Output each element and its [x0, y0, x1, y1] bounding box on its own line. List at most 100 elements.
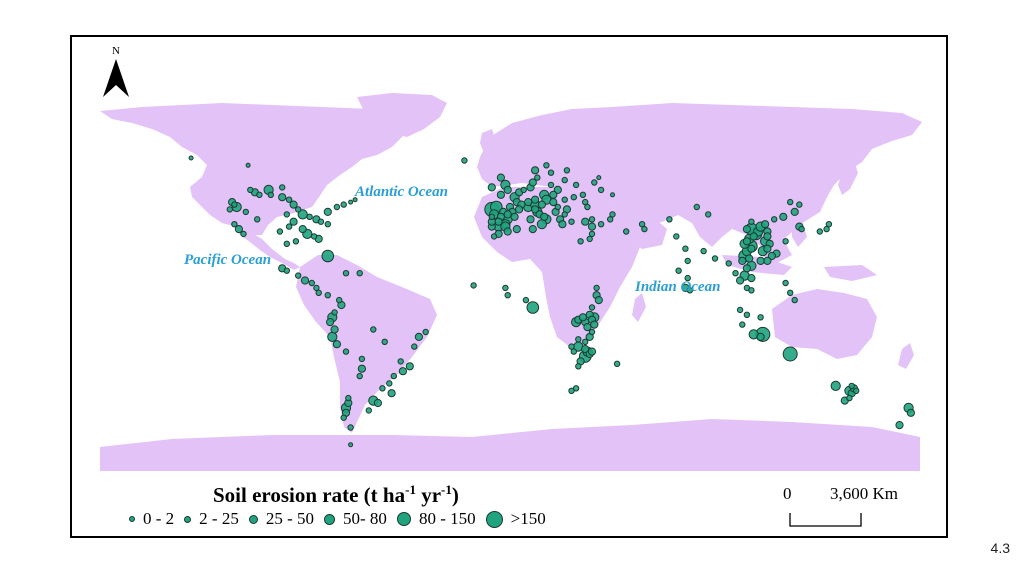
erosion-site-marker: [234, 225, 243, 234]
erosion-site-marker: [487, 183, 496, 192]
erosion-site-marker: [767, 251, 777, 261]
erosion-site-marker: [347, 424, 354, 431]
erosion-site-marker: [554, 203, 561, 211]
erosion-site-marker: [503, 185, 512, 194]
erosion-site-marker: [315, 289, 322, 297]
slide-number: 4.3: [990, 540, 1010, 556]
erosion-site-marker: [568, 343, 575, 350]
erosion-site-marker: [725, 260, 732, 267]
erosion-site-marker: [558, 220, 567, 229]
erosion-site-marker: [736, 276, 745, 285]
erosion-site-marker: [398, 367, 407, 376]
erosion-site-marker: [289, 217, 298, 226]
erosion-site-marker: [682, 245, 689, 252]
erosion-site-marker: [748, 218, 755, 225]
erosion-site-marker: [749, 232, 758, 241]
madagascar: [632, 293, 646, 322]
erosion-site-marker: [791, 296, 798, 304]
erosion-site-marker: [763, 256, 772, 265]
new-guinea: [824, 265, 877, 281]
legend-item-1: 2 - 25: [184, 509, 239, 529]
legend-label-0: 0 - 2: [143, 509, 175, 528]
erosion-site-marker: [796, 201, 803, 208]
north-arrow-icon: [103, 59, 129, 97]
erosion-site-marker: [711, 255, 719, 262]
erosion-site-marker: [356, 372, 363, 380]
erosion-site-marker: [488, 213, 495, 221]
erosion-site-marker: [254, 216, 261, 223]
erosion-site-marker: [686, 287, 694, 294]
erosion-site-marker: [742, 264, 752, 273]
erosion-site-marker: [365, 407, 372, 414]
erosion-site-marker: [613, 360, 621, 367]
erosion-site-marker: [231, 221, 238, 228]
erosion-site-marker: [547, 169, 555, 176]
erosion-site-marker: [411, 343, 418, 350]
erosion-site-marker: [582, 338, 589, 345]
erosion-site-marker: [757, 314, 764, 321]
erosion-site-marker: [188, 155, 194, 161]
erosion-site-marker: [387, 389, 396, 398]
erosion-site-marker: [597, 186, 605, 194]
erosion-site-marker: [340, 414, 347, 421]
erosion-site-marker: [588, 230, 596, 238]
erosion-site-marker: [306, 213, 313, 221]
legend-label-4: 80 - 150: [418, 509, 476, 528]
erosion-site-marker: [283, 211, 291, 218]
erosion-site-marker: [763, 232, 772, 241]
erosion-site-marker: [503, 227, 512, 236]
erosion-site-marker: [743, 311, 751, 318]
erosion-site-marker: [830, 380, 841, 391]
erosion-site-marker: [732, 270, 739, 277]
ocean-label-atlantic: Atlantic Ocean: [355, 184, 448, 200]
legend-title-mid: yr: [415, 483, 442, 507]
erosion-site-marker: [825, 221, 833, 228]
erosion-site-marker: [586, 235, 593, 243]
erosion-site-marker: [638, 221, 646, 228]
north-america: [100, 103, 407, 235]
erosion-site-marker: [747, 274, 756, 283]
erosion-site-marker: [308, 279, 316, 287]
erosion-site-marker: [594, 296, 603, 305]
erosion-site-marker: [381, 338, 388, 345]
erosion-site-marker: [587, 222, 597, 231]
erosion-site-marker: [295, 272, 302, 279]
antarctica: [100, 419, 920, 471]
erosion-site-marker: [289, 200, 298, 209]
erosion-site-marker: [742, 225, 752, 234]
erosion-site-marker: [357, 364, 366, 373]
erosion-site-marker: [583, 323, 592, 332]
erosion-site-marker: [522, 296, 530, 304]
erosion-site-marker: [534, 174, 541, 181]
erosion-site-marker: [298, 225, 307, 234]
erosion-site-marker: [386, 380, 393, 387]
erosion-site-marker: [591, 179, 598, 186]
erosion-site-marker: [327, 331, 338, 342]
erosion-site-marker: [503, 210, 512, 219]
erosion-site-marker: [684, 274, 691, 282]
erosion-site-marker: [579, 191, 587, 199]
new-zealand: [898, 343, 914, 369]
map-frame: N Atlantic Ocean Pacific Ocean Indian Oc…: [70, 35, 948, 538]
erosion-site-marker: [321, 249, 335, 263]
erosion-site-marker: [326, 318, 335, 327]
legend-title-main: Soil erosion rate (t ha: [213, 483, 406, 507]
erosion-site-marker: [490, 233, 498, 240]
erosion-site-marker: [895, 421, 904, 430]
erosion-site-marker: [278, 193, 287, 202]
erosion-site-marker: [798, 225, 805, 233]
erosion-site-marker: [738, 256, 747, 265]
erosion-site-marker: [510, 212, 519, 221]
erosion-site-marker: [283, 240, 291, 248]
legend-dot-gt150: [485, 510, 503, 528]
erosion-site-marker: [570, 194, 577, 201]
legend-label-5: >150: [510, 509, 546, 528]
erosion-site-marker: [593, 284, 600, 292]
erosion-sites: [188, 155, 916, 448]
erosion-site-marker: [245, 162, 251, 168]
erosion-site-marker: [531, 195, 540, 204]
legend-item-5: >150: [485, 509, 546, 529]
erosion-site-marker: [675, 267, 682, 274]
erosion-site-marker: [524, 198, 533, 207]
erosion-site-marker: [242, 208, 250, 216]
